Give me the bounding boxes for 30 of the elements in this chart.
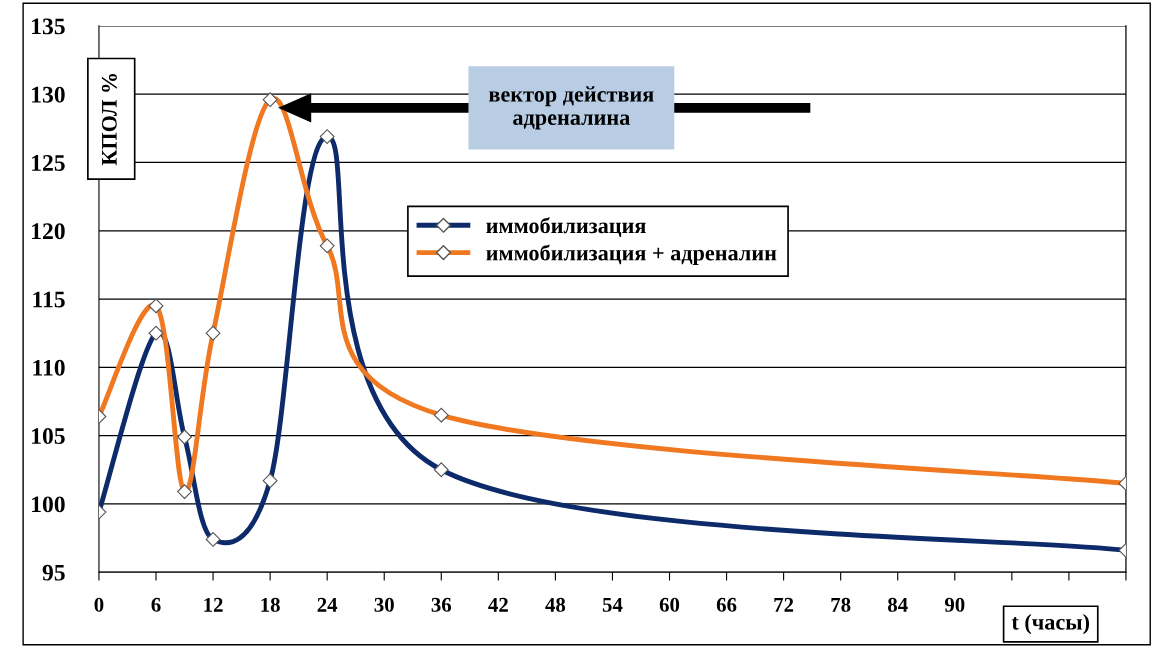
x-tick-label: 90 <box>944 597 965 612</box>
x-tick-label: 66 <box>716 597 737 612</box>
y-tick-label: 120 <box>32 223 65 240</box>
legend-label: иммобилизация + адреналин <box>486 244 777 266</box>
x-tick-label: 84 <box>888 597 908 612</box>
x-tick-label: 78 <box>831 597 851 612</box>
y-tick-label: 95 <box>42 564 65 581</box>
x-tick-label: 36 <box>431 597 452 612</box>
x-tick-label: 42 <box>488 597 508 612</box>
legend-label: иммобилизация <box>486 217 646 237</box>
y-tick-label: 130 <box>32 86 65 103</box>
y-axis-title: КПОЛ % <box>101 73 117 166</box>
annotation: вектор действия адреналина <box>489 86 654 130</box>
x-tick-label: 60 <box>659 597 680 612</box>
x-tick-label: 18 <box>261 597 280 612</box>
y-tick-label: 135 <box>32 18 65 35</box>
x-tick-label: 30 <box>374 597 394 612</box>
x-tick-label: 54 <box>602 597 623 612</box>
x-tick-label: 6 <box>151 597 161 612</box>
x-axis-title: t (часы) <box>1011 614 1090 635</box>
x-tick-label: 24 <box>317 597 338 612</box>
x-tick-label: 48 <box>545 597 566 612</box>
x-tick-label: 12 <box>204 597 223 612</box>
y-tick-label: 105 <box>32 428 65 445</box>
y-tick-label: 100 <box>32 496 65 513</box>
y-tick-label: 115 <box>33 291 65 308</box>
y-tick-label: 125 <box>32 155 65 171</box>
y-tick-label: 110 <box>33 359 65 376</box>
x-tick-label: 0 <box>94 597 104 612</box>
x-tick-label: 72 <box>774 597 794 612</box>
